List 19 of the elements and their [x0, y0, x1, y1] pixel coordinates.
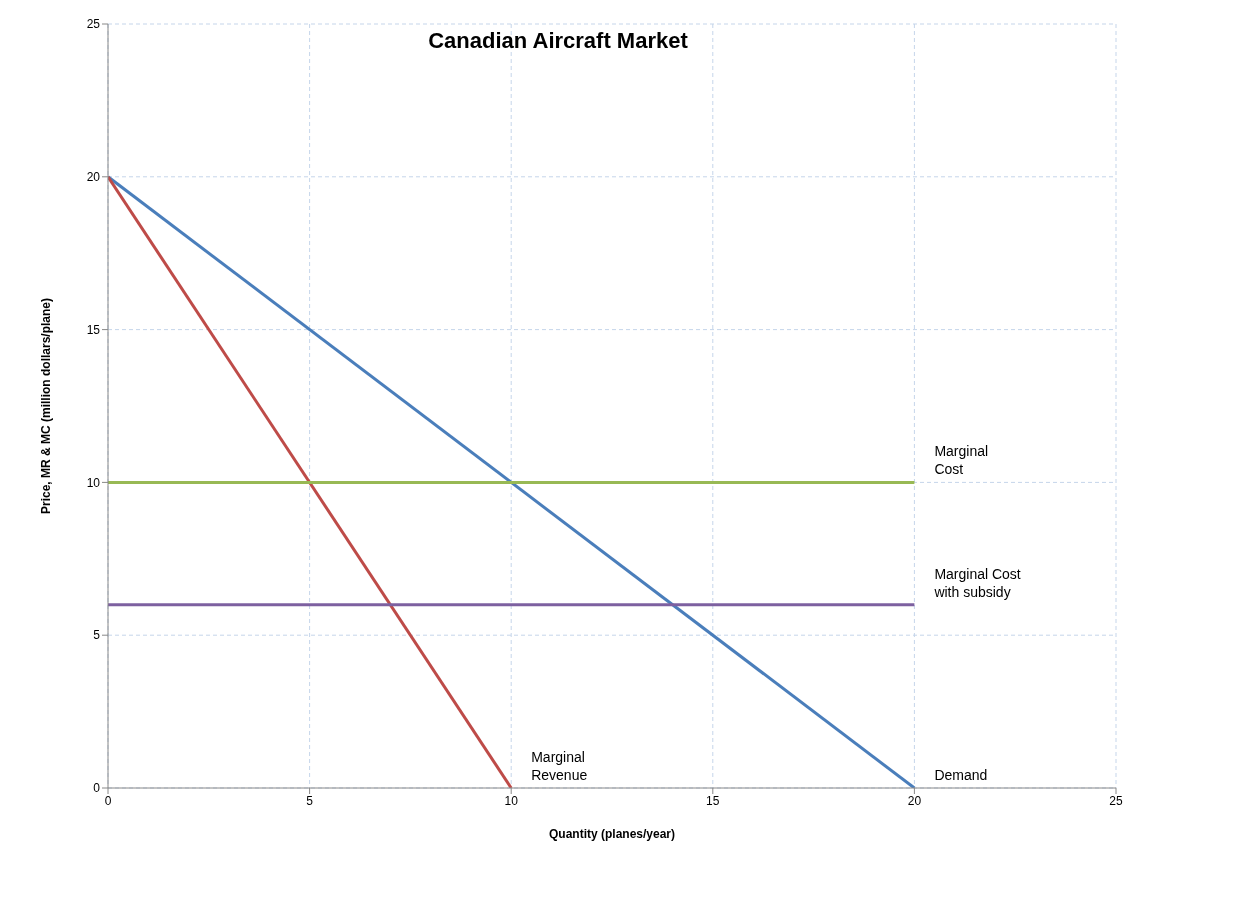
- series-label: Marginal Cost with subsidy: [933, 565, 1021, 600]
- y-axis-title: Price, MR & MC (million dollars/plane): [39, 297, 54, 515]
- x-axis-title: Quantity (planes/year): [548, 827, 676, 841]
- series-label: Marginal Cost: [934, 443, 989, 478]
- y-tick-label: 20: [86, 170, 101, 185]
- x-tick-label: 10: [504, 793, 519, 808]
- x-tick-label: 20: [907, 793, 922, 808]
- y-tick-label: 5: [93, 628, 101, 643]
- x-tick-label: 15: [706, 793, 720, 808]
- y-tick-label: 10: [86, 475, 101, 490]
- y-tick-label: 25: [86, 17, 101, 32]
- chart-title: Canadian Aircraft Market: [428, 28, 688, 53]
- x-tick-label: 0: [104, 793, 112, 808]
- x-tick-label: 25: [1109, 793, 1123, 808]
- series-label: Marginal Revenue: [531, 749, 588, 783]
- y-tick-label: 0: [93, 781, 101, 796]
- series-label: Demand: [934, 767, 988, 783]
- x-tick-label: 5: [306, 793, 314, 808]
- y-tick-label: 15: [86, 322, 101, 337]
